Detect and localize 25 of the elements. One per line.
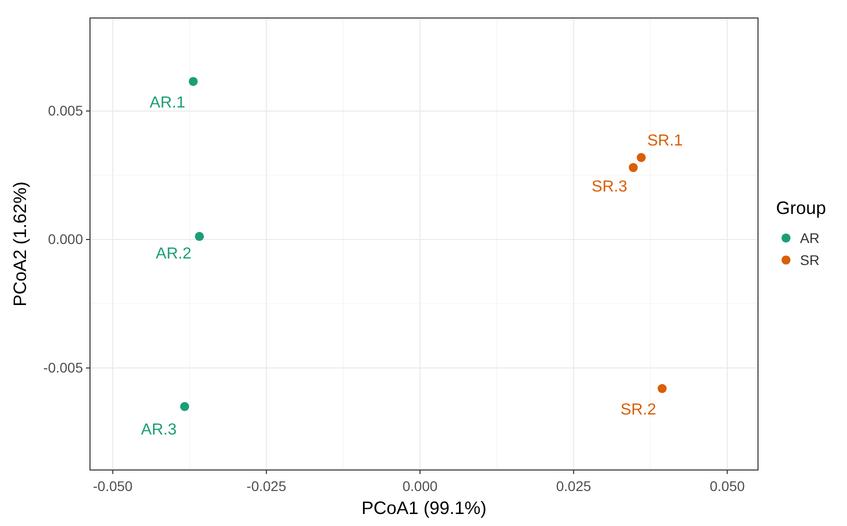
legend-title: Group xyxy=(776,198,826,218)
point xyxy=(188,76,198,86)
x-tick-label: 0.000 xyxy=(402,478,438,494)
y-axis-title: PCoA2 (1.62%) xyxy=(10,181,30,307)
annotation: SR.3 xyxy=(592,178,628,196)
annotation: SR.1 xyxy=(647,132,683,150)
point xyxy=(194,232,204,241)
point xyxy=(636,153,646,162)
y-tick-label: 0.000 xyxy=(48,230,84,247)
x-tick-label: 0.025 xyxy=(556,478,592,494)
x-axis-title: PCoA1 (99.1%) xyxy=(361,498,487,518)
annotation: SR.2 xyxy=(620,402,656,419)
y-tick-label: -0.005 xyxy=(43,359,84,376)
annotation: AR.1 xyxy=(150,94,186,112)
annotation: AR.3 xyxy=(141,422,177,439)
point xyxy=(180,402,190,412)
x-tick-label: -0.025 xyxy=(246,478,286,494)
legend-label: SR xyxy=(800,252,820,268)
y-tick-label: 0.005 xyxy=(48,102,84,118)
point xyxy=(658,384,667,394)
point xyxy=(628,163,638,172)
legend-label: AR xyxy=(800,230,820,246)
annotation: AR.2 xyxy=(156,245,192,262)
x-tick-label: 0.050 xyxy=(710,478,745,494)
x-tick-label: -0.050 xyxy=(92,478,133,494)
